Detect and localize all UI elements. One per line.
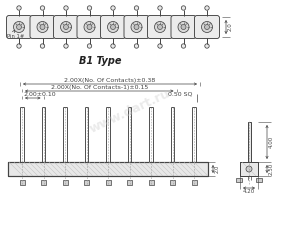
Circle shape (158, 44, 162, 48)
Text: Pin 1#: Pin 1# (7, 34, 24, 39)
Circle shape (134, 44, 139, 48)
Circle shape (87, 44, 92, 48)
Bar (240, 162, 258, 176)
Circle shape (111, 44, 115, 48)
Circle shape (202, 21, 212, 33)
Bar (127, 180, 132, 185)
Circle shape (246, 166, 252, 172)
Circle shape (40, 24, 45, 30)
Text: 4.20: 4.20 (243, 189, 255, 194)
Circle shape (205, 24, 209, 30)
Circle shape (40, 44, 45, 48)
Bar (106, 180, 110, 185)
FancyBboxPatch shape (53, 15, 79, 39)
Text: 2.0: 2.0 (215, 165, 220, 173)
Circle shape (61, 21, 71, 33)
Circle shape (64, 24, 68, 30)
Bar (8, 162, 208, 176)
Circle shape (158, 24, 163, 30)
Bar (148, 180, 154, 185)
Circle shape (181, 6, 186, 10)
FancyBboxPatch shape (7, 15, 32, 39)
Bar (8, 162, 208, 176)
Circle shape (154, 21, 166, 33)
Circle shape (158, 6, 162, 10)
Bar (240, 162, 258, 176)
Circle shape (111, 6, 115, 10)
Bar (20, 180, 25, 185)
Circle shape (110, 24, 116, 30)
Bar (256, 178, 262, 182)
Circle shape (64, 44, 68, 48)
Circle shape (40, 6, 45, 10)
Text: 2.50: 2.50 (269, 163, 274, 175)
Text: 2.00X(No. Of Contacts)±0.38: 2.00X(No. Of Contacts)±0.38 (64, 78, 156, 83)
FancyBboxPatch shape (194, 15, 220, 39)
Circle shape (134, 24, 139, 30)
Circle shape (17, 44, 21, 48)
FancyBboxPatch shape (30, 15, 55, 39)
Circle shape (205, 6, 209, 10)
Text: 2.00X(No. Of Contacts-1)±0.15: 2.00X(No. Of Contacts-1)±0.15 (51, 85, 148, 90)
Text: 2.00±0.10: 2.00±0.10 (23, 92, 56, 97)
Circle shape (181, 24, 186, 30)
FancyBboxPatch shape (148, 15, 172, 39)
Text: 4.00: 4.00 (269, 136, 274, 148)
FancyBboxPatch shape (124, 15, 149, 39)
Bar (191, 180, 196, 185)
Circle shape (205, 44, 209, 48)
Bar (248, 122, 250, 162)
Text: B1 Type: B1 Type (79, 56, 121, 66)
Circle shape (134, 6, 139, 10)
FancyBboxPatch shape (100, 15, 125, 39)
Bar (41, 180, 46, 185)
Circle shape (87, 24, 92, 30)
Circle shape (64, 6, 68, 10)
Text: 2.0: 2.0 (228, 23, 233, 31)
Circle shape (17, 6, 21, 10)
FancyBboxPatch shape (171, 15, 196, 39)
Circle shape (84, 21, 95, 33)
Bar (84, 180, 89, 185)
Text: 0.50 SQ: 0.50 SQ (167, 92, 192, 97)
Circle shape (107, 21, 118, 33)
Bar (170, 180, 175, 185)
Circle shape (16, 24, 22, 30)
Bar (236, 178, 242, 182)
Circle shape (37, 21, 48, 33)
Circle shape (131, 21, 142, 33)
Circle shape (178, 21, 189, 33)
Circle shape (181, 44, 186, 48)
FancyBboxPatch shape (77, 15, 102, 39)
Circle shape (14, 21, 25, 33)
Bar (62, 180, 68, 185)
Circle shape (87, 6, 92, 10)
Text: www.dart.ru: www.dart.ru (88, 87, 172, 135)
